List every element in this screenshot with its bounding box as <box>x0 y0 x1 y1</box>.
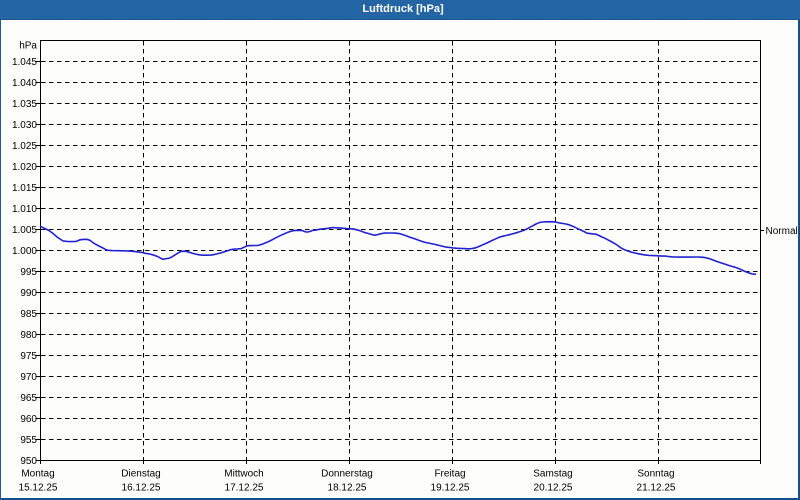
svg-text:1.000: 1.000 <box>12 246 37 257</box>
svg-text:16.12.25: 16.12.25 <box>122 483 161 494</box>
svg-text:Sonntag: Sonntag <box>637 469 674 480</box>
svg-text:1.030: 1.030 <box>12 120 37 131</box>
svg-text:Mittwoch: Mittwoch <box>224 469 263 480</box>
svg-text:Normal: Normal <box>766 226 798 237</box>
svg-text:Freitag: Freitag <box>434 469 465 480</box>
svg-text:20.12.25: 20.12.25 <box>534 483 573 494</box>
svg-text:980: 980 <box>20 330 37 341</box>
svg-text:19.12.25: 19.12.25 <box>431 483 470 494</box>
svg-text:990: 990 <box>20 288 37 299</box>
svg-text:1.045: 1.045 <box>12 57 37 68</box>
svg-text:955: 955 <box>20 435 37 446</box>
svg-text:950: 950 <box>20 456 37 467</box>
svg-text:1.025: 1.025 <box>12 141 37 152</box>
svg-text:1.040: 1.040 <box>12 78 37 89</box>
svg-text:1.010: 1.010 <box>12 204 37 215</box>
svg-text:17.12.25: 17.12.25 <box>225 483 264 494</box>
svg-text:985: 985 <box>20 309 37 320</box>
svg-text:15.12.25: 15.12.25 <box>19 483 58 494</box>
svg-text:hPa: hPa <box>19 41 37 52</box>
svg-text:Montag: Montag <box>21 469 54 480</box>
svg-text:995: 995 <box>20 267 37 278</box>
svg-text:Samstag: Samstag <box>533 469 572 480</box>
svg-text:965: 965 <box>20 393 37 404</box>
svg-text:960: 960 <box>20 414 37 425</box>
svg-text:1.020: 1.020 <box>12 162 37 173</box>
svg-text:970: 970 <box>20 372 37 383</box>
svg-text:18.12.25: 18.12.25 <box>328 483 367 494</box>
svg-text:Dienstag: Dienstag <box>121 469 160 480</box>
svg-text:1.015: 1.015 <box>12 183 37 194</box>
svg-text:Donnerstag: Donnerstag <box>321 469 373 480</box>
svg-text:1.005: 1.005 <box>12 225 37 236</box>
svg-text:975: 975 <box>20 351 37 362</box>
svg-text:21.12.25: 21.12.25 <box>637 483 676 494</box>
svg-text:1.035: 1.035 <box>12 99 37 110</box>
